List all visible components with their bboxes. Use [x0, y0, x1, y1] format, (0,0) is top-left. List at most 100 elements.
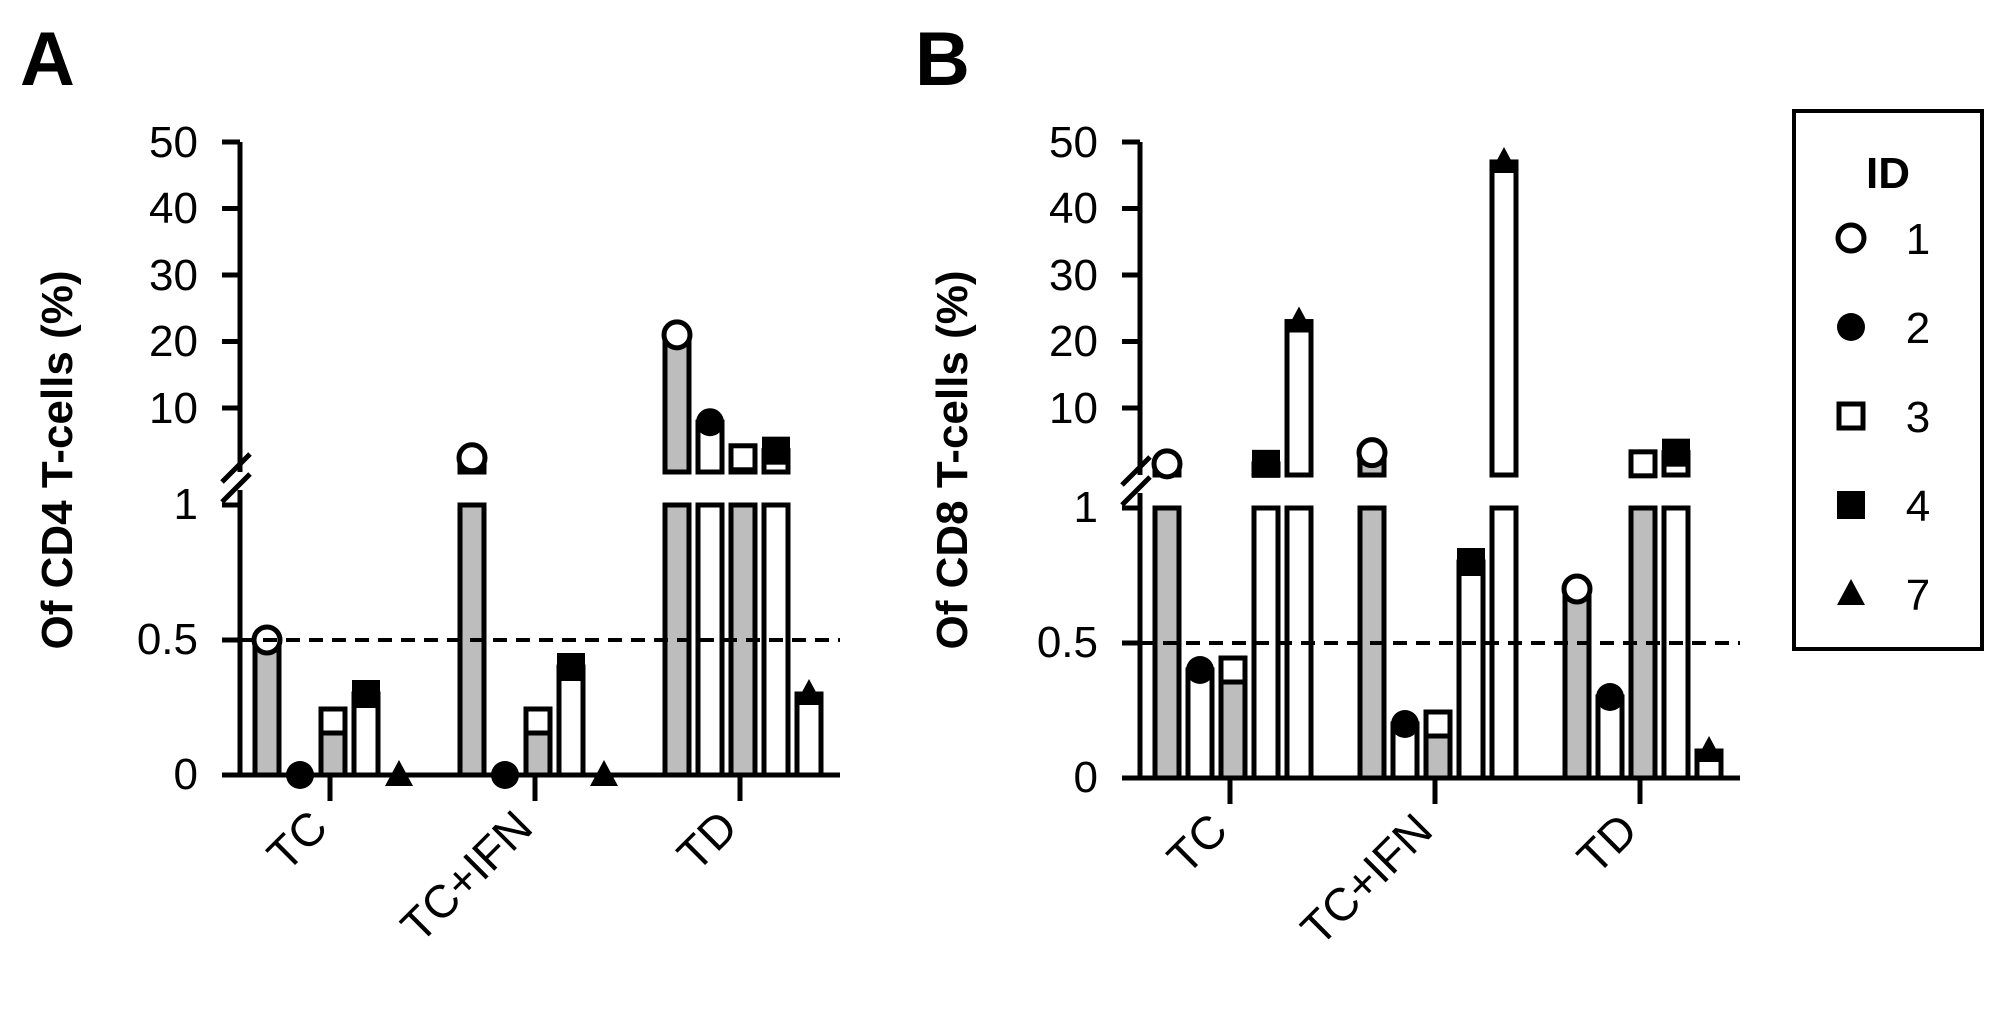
panel-a: A Of CD4 T-cells (%) 0 0.5 1 10 20 30 40… [20, 17, 840, 952]
bar-break [661, 475, 693, 502]
x-tick-label: TC [1157, 803, 1237, 883]
data-point [557, 653, 585, 681]
legend-label: 3 [1906, 393, 1930, 442]
legend-marker [1836, 401, 1866, 431]
legend-marker [1837, 579, 1865, 605]
data-point [1252, 449, 1280, 478]
x-tick-label: TD [667, 800, 747, 880]
data-point [352, 680, 380, 708]
panel-letter: A [20, 17, 75, 102]
data-point [1457, 548, 1485, 576]
legend-label: 4 [1906, 482, 1930, 531]
bar-break [760, 475, 792, 502]
y-tick-label: 10 [149, 384, 198, 433]
axis-break [1120, 475, 1152, 507]
bar-break [694, 475, 726, 502]
bar-break [1356, 478, 1388, 505]
legend-label: 7 [1906, 571, 1930, 620]
data-point [318, 706, 348, 736]
data-point [1186, 656, 1214, 684]
bar [794, 691, 824, 778]
bar [556, 664, 586, 778]
x-tick-label: TC+IFN [391, 800, 543, 952]
y-tick-label: 40 [1049, 184, 1098, 233]
y-tick-label: 0 [1074, 753, 1098, 802]
y-tick-label: 0.5 [1037, 618, 1098, 667]
bar [1218, 667, 1248, 781]
legend-title: ID [1866, 149, 1910, 198]
data-point [1490, 146, 1518, 173]
data-point [1285, 306, 1313, 333]
y-tick-label: 20 [1049, 317, 1098, 366]
bar [1661, 505, 1691, 781]
y-tick-label: 40 [149, 184, 198, 233]
data-point [762, 436, 790, 465]
y-tick-label: 10 [1049, 384, 1098, 433]
bar-break [1660, 478, 1692, 505]
legend-items: 1 2 3 4 7 [1835, 215, 1930, 620]
data-point [1218, 655, 1248, 685]
data-point [523, 706, 553, 736]
axis-break [220, 452, 252, 484]
x-tick-label: TC+IFN [1291, 803, 1443, 955]
bar [252, 637, 282, 778]
data-point [1423, 709, 1453, 739]
data-point [1356, 437, 1388, 469]
data-point [1391, 710, 1419, 738]
x-tick-labels: TC TC+IFN TD [257, 800, 747, 952]
legend-marker [1835, 222, 1867, 254]
bar [1562, 586, 1592, 781]
axis-break [1120, 455, 1152, 487]
y-tick-label: 30 [1049, 251, 1098, 300]
legend-label: 2 [1906, 304, 1930, 353]
data-point [696, 408, 724, 437]
data-point [661, 319, 693, 351]
bar [662, 332, 692, 475]
y-axis-label: Of CD4 T-cells (%) [33, 271, 82, 650]
legend: ID 1 2 3 4 7 [1792, 109, 1984, 651]
bar-break [727, 475, 759, 502]
bar [1456, 559, 1486, 781]
y-tick-label: 1 [174, 480, 198, 529]
bar-break [1627, 478, 1659, 505]
data-point [1596, 683, 1624, 711]
data-point [1662, 438, 1690, 467]
bar-break [456, 475, 488, 502]
plot-area [220, 139, 840, 801]
legend-label: 1 [1906, 215, 1930, 264]
y-tick-label: 30 [149, 251, 198, 300]
y-axis-label: Of CD8 T-cells (%) [928, 271, 977, 650]
data-point [1151, 448, 1183, 480]
data-point [795, 679, 823, 705]
x-tick-label: TC [257, 800, 337, 880]
x-tick-labels: TC TC+IFN TD [1157, 803, 1647, 955]
y-tick-label: 50 [1049, 118, 1098, 167]
y-tick-labels: 0 0.5 1 10 20 30 40 50 [1037, 118, 1098, 802]
y-tick-label: 1 [1074, 483, 1098, 532]
bar [1284, 319, 1314, 478]
data-point [456, 442, 488, 474]
panel-letter: B [915, 17, 970, 102]
axis-break [220, 472, 252, 504]
legend-marker [1837, 491, 1865, 519]
data-point [1628, 449, 1658, 479]
x-tick-label: TD [1567, 803, 1647, 883]
bar-break [1250, 478, 1282, 505]
y-tick-label: 0 [174, 750, 198, 799]
bar [1185, 667, 1215, 781]
bar-break [1283, 478, 1315, 505]
bar [1489, 159, 1519, 478]
y-tick-label: 20 [149, 317, 198, 366]
panel-b: B Of CD8 T-cells (%) 0 0.5 1 10 20 30 40… [915, 17, 1740, 955]
y-tick-labels: 0 0.5 1 10 20 30 40 50 [137, 118, 198, 799]
legend-marker [1837, 313, 1865, 341]
legend-box [1792, 109, 1984, 651]
data-point [728, 443, 758, 473]
bar-break [1488, 478, 1520, 505]
y-tick-label: 50 [149, 118, 198, 167]
data-point [1695, 736, 1723, 762]
data-point [1561, 573, 1593, 605]
bar-break [1151, 478, 1183, 505]
plot-area [1120, 139, 1740, 804]
